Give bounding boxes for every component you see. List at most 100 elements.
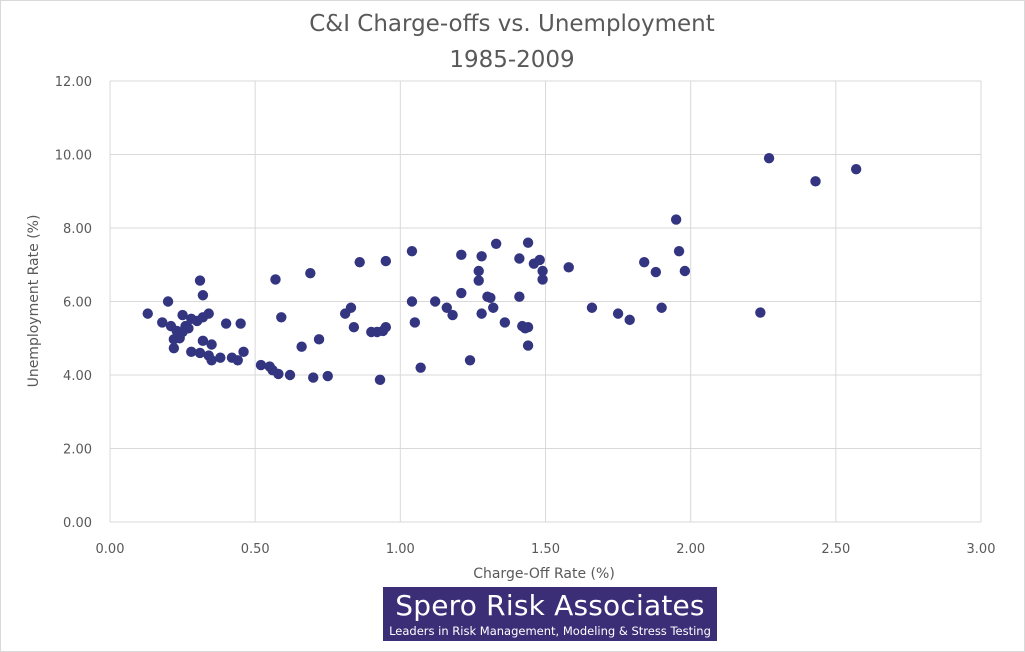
x-axis-tick-labels: 0.00 0.50 1.00 1.50 2.00 2.50 3.00	[96, 542, 996, 557]
data-point	[456, 249, 467, 261]
x-tick-label: 0.50	[241, 542, 270, 557]
data-point	[296, 341, 307, 352]
x-tick-label: 1.50	[531, 542, 560, 557]
data-point	[409, 317, 421, 328]
data-point	[499, 317, 511, 328]
data-point	[194, 275, 206, 286]
chart-title-line-2: 1985-2009	[449, 47, 574, 73]
data-point	[476, 308, 487, 319]
x-tick-label: 2.50	[821, 542, 850, 557]
y-tick-label: 4.00	[63, 369, 92, 384]
data-point	[679, 265, 691, 277]
data-point	[345, 302, 357, 313]
data-point	[612, 308, 624, 319]
x-axis-title: Charge-Off Rate (%)	[473, 566, 615, 582]
data-point	[168, 342, 180, 354]
data-point	[232, 355, 243, 366]
data-point	[441, 302, 452, 313]
data-point	[534, 254, 545, 266]
data-point	[624, 314, 635, 326]
data-point	[673, 245, 685, 257]
data-point	[490, 238, 502, 250]
data-point	[380, 322, 392, 333]
data-point	[206, 339, 217, 350]
data-point	[235, 318, 246, 329]
y-tick-label: 8.00	[63, 222, 92, 237]
data-point	[537, 265, 548, 277]
data-point	[563, 262, 574, 273]
data-point	[514, 291, 525, 302]
data-point	[656, 302, 667, 313]
data-point	[270, 274, 281, 285]
data-point	[255, 359, 267, 371]
data-point	[476, 251, 487, 262]
data-point	[456, 287, 467, 299]
data-point	[215, 352, 226, 363]
logo-tagline: Leaders in Risk Management, Modeling & S…	[389, 624, 711, 638]
data-point	[308, 372, 319, 383]
data-point	[348, 322, 360, 333]
data-point	[406, 245, 418, 257]
data-point	[763, 152, 775, 164]
y-tick-label: 6.00	[63, 296, 92, 311]
y-tick-label: 0.00	[63, 516, 92, 531]
data-point	[162, 296, 174, 307]
data-point	[354, 256, 365, 268]
logo-company-name: Spero Risk Associates	[395, 589, 705, 622]
data-point	[238, 346, 249, 358]
data-point	[177, 309, 188, 321]
data-points	[142, 152, 862, 385]
data-point	[537, 274, 548, 285]
data-point	[276, 312, 287, 323]
data-point	[850, 164, 862, 175]
data-point	[639, 256, 650, 268]
data-point	[473, 275, 484, 286]
data-point	[197, 335, 209, 347]
y-tick-label: 2.00	[63, 443, 92, 458]
x-tick-label: 0.00	[96, 542, 125, 557]
data-point	[415, 362, 426, 373]
y-axis-title: Unemployment Rate (%)	[26, 215, 42, 388]
data-point	[488, 302, 499, 313]
data-point	[203, 308, 214, 319]
x-tick-label: 1.00	[386, 542, 415, 557]
y-axis-tick-labels: 0.00 2.00 4.00 6.00 8.00 10.00 12.00	[55, 75, 92, 531]
data-point	[220, 318, 232, 329]
data-point	[305, 268, 316, 279]
data-point	[447, 309, 458, 321]
x-tick-label: 2.00	[676, 542, 705, 557]
data-point	[183, 323, 194, 334]
data-point	[522, 237, 534, 248]
data-point	[514, 253, 525, 264]
data-point	[650, 266, 662, 278]
chart-title-line-1: C&I Charge-offs vs. Unemployment	[309, 11, 715, 37]
data-point	[406, 296, 418, 307]
data-point	[206, 355, 217, 366]
data-point	[670, 214, 682, 225]
data-point	[186, 346, 197, 358]
data-point	[586, 302, 598, 313]
data-point	[142, 308, 153, 319]
spero-risk-logo: Spero Risk Associates Leaders in Risk Ma…	[383, 587, 717, 641]
data-point	[284, 369, 296, 381]
data-point	[429, 296, 441, 307]
gridlines	[109, 80, 982, 523]
data-point	[464, 355, 476, 366]
data-point	[522, 340, 534, 351]
data-point	[197, 290, 209, 301]
data-point	[157, 317, 168, 328]
data-point	[313, 334, 325, 345]
data-point	[374, 374, 386, 385]
data-point	[194, 347, 206, 359]
data-point	[522, 322, 534, 333]
data-point	[485, 292, 496, 304]
data-point	[380, 255, 392, 267]
x-tick-label: 3.00	[967, 542, 996, 557]
data-point	[810, 176, 821, 187]
data-point	[473, 265, 484, 277]
y-tick-label: 10.00	[55, 149, 92, 164]
data-point	[322, 370, 333, 382]
data-point	[273, 368, 284, 380]
